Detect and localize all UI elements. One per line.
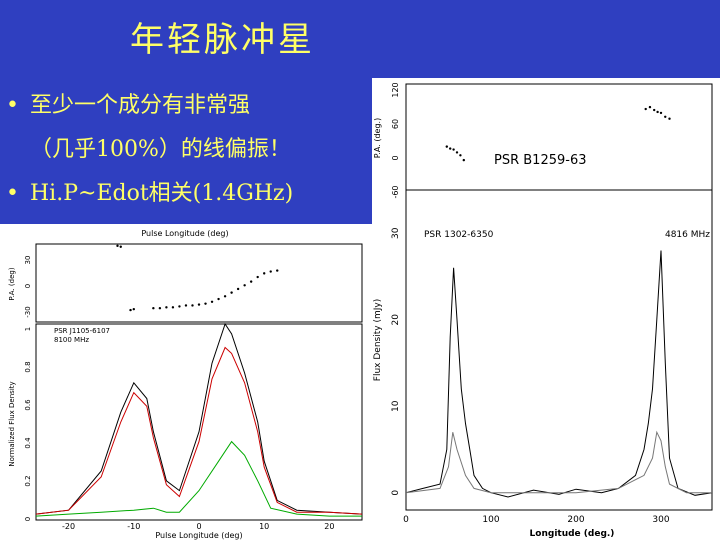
- y-tick-label: 0: [391, 490, 401, 496]
- series-line-0: [405, 250, 713, 498]
- data-point: [459, 154, 462, 157]
- data-point: [243, 284, 246, 287]
- data-point: [236, 287, 240, 291]
- data-point: [644, 107, 647, 111]
- y-tick-label: 0.4: [24, 437, 32, 449]
- series-line-1: [405, 430, 712, 494]
- y-tick-label: 30: [391, 227, 401, 239]
- data-point: [249, 280, 253, 283]
- y-tick-label: 10: [391, 400, 401, 412]
- x-axis-label: Pulse Longitude (deg): [155, 531, 242, 540]
- data-point: [119, 245, 122, 248]
- x-tick-label: 300: [652, 515, 669, 525]
- series-line-1: [35, 346, 363, 515]
- data-point: [152, 307, 155, 310]
- y-tick-label: 1: [24, 327, 32, 331]
- slide-title: 年轻脉冲星: [130, 20, 315, 60]
- y-tick-label: 60: [391, 119, 400, 129]
- annotation-freq: 4816 MHz: [665, 230, 710, 240]
- bullet-continuation: （几乎100%）的线偏振！: [6, 128, 293, 172]
- data-point: [178, 305, 181, 308]
- annotation-psr: PSR B1259-63: [494, 153, 587, 168]
- bullet-list: • 至少一个成分有非常强 （几乎100%）的线偏振！ • Hi.P~Edot相关…: [6, 84, 293, 216]
- data-point: [210, 300, 214, 304]
- data-point: [452, 148, 455, 151]
- bullet-text: 至少一个成分有非常强: [30, 93, 251, 118]
- x-tick-label: -10: [127, 522, 140, 531]
- y-tick-label: 0: [24, 284, 32, 288]
- data-point: [659, 111, 663, 115]
- x-tick-label: 0: [403, 515, 409, 525]
- bullet-dot-icon: •: [6, 93, 19, 118]
- data-point: [158, 307, 162, 310]
- left-figure: Pulse Longitude (deg) P.A. (deg) 30 0 -30 PSR…: [0, 224, 372, 540]
- y-tick-label: 0.8: [24, 361, 32, 372]
- data-point: [132, 307, 135, 311]
- y-tick-label: 0.6: [24, 399, 32, 411]
- x-tick-label: 100: [482, 515, 499, 525]
- plot-frame: [405, 83, 713, 191]
- axis-title-top: Pulse Longitude (deg): [141, 229, 228, 238]
- plot-frame: [35, 323, 363, 521]
- plot-frame: [35, 243, 363, 323]
- y-tick-label: 120: [391, 82, 400, 97]
- y-axis-label: P.A. (deg): [8, 267, 16, 300]
- data-point: [269, 270, 272, 273]
- y-axis-label: Normalized Flux Density: [8, 381, 16, 466]
- data-point: [184, 304, 188, 307]
- series-line-0: [35, 322, 363, 515]
- y-tick-label: 0: [391, 155, 400, 160]
- y-tick-label: -60: [391, 185, 400, 198]
- x-tick-label: 0: [196, 522, 201, 531]
- data-point: [191, 304, 194, 307]
- data-point: [256, 275, 259, 279]
- y-tick-label: 30: [24, 256, 32, 265]
- y-tick-label: 0.2: [24, 475, 32, 486]
- data-point: [116, 244, 119, 248]
- bullet-dot-icon: •: [6, 181, 19, 206]
- left-figure-svg: Pulse Longitude (deg) P.A. (deg) 30 0 -30 PSR…: [8, 229, 363, 540]
- annotation-psr: PSR J1105-6107: [54, 327, 110, 335]
- annotation-freq: 8100 MHz: [54, 336, 89, 344]
- right-figure: PSR B1259-63 P.A. (deg.) 120 60 0 -60 PSR 1302…: [372, 78, 720, 540]
- data-point: [455, 151, 459, 154]
- data-point: [223, 295, 227, 298]
- data-point: [664, 115, 667, 118]
- y-axis-label: Flux Density (mJy): [373, 299, 383, 381]
- y-tick-label: -30: [24, 306, 32, 317]
- x-tick-label: -20: [62, 522, 75, 531]
- data-point: [653, 108, 656, 112]
- y-tick-label: 0: [24, 517, 32, 521]
- bullet-item: • 至少一个成分有非常强: [6, 84, 293, 128]
- series-line-2: [35, 440, 362, 517]
- x-axis-label: Longitude (deg.): [530, 529, 615, 539]
- bullet-item: • Hi.P~Edot相关(1.4GHz): [6, 172, 293, 216]
- bullet-text: （几乎100%）的线偏振！: [30, 137, 291, 162]
- data-point: [165, 306, 168, 309]
- right-figure-svg: PSR B1259-63 P.A. (deg.) 120 60 0 -60 PSR 1302…: [373, 82, 713, 539]
- data-point: [217, 297, 220, 301]
- data-point: [129, 308, 132, 312]
- data-point: [263, 272, 266, 275]
- y-axis-label: P.A. (deg.): [373, 118, 382, 158]
- data-point: [656, 110, 659, 114]
- data-point: [648, 105, 652, 109]
- data-point: [462, 158, 465, 162]
- data-point: [449, 147, 452, 150]
- x-tick-label: 10: [259, 522, 269, 531]
- x-tick-label: 200: [567, 515, 584, 525]
- x-tick-label: 20: [324, 522, 334, 531]
- y-tick-label: 20: [391, 314, 401, 326]
- bullet-text: Hi.P~Edot相关(1.4GHz): [30, 181, 294, 206]
- plot-frame: [405, 189, 713, 511]
- data-point: [276, 269, 279, 272]
- data-point: [204, 302, 207, 305]
- data-point: [197, 303, 201, 306]
- data-point: [668, 117, 671, 120]
- data-point: [171, 306, 175, 309]
- data-point: [445, 145, 448, 148]
- annotation-psr: PSR 1302-6350: [424, 230, 494, 240]
- data-point: [230, 291, 233, 294]
